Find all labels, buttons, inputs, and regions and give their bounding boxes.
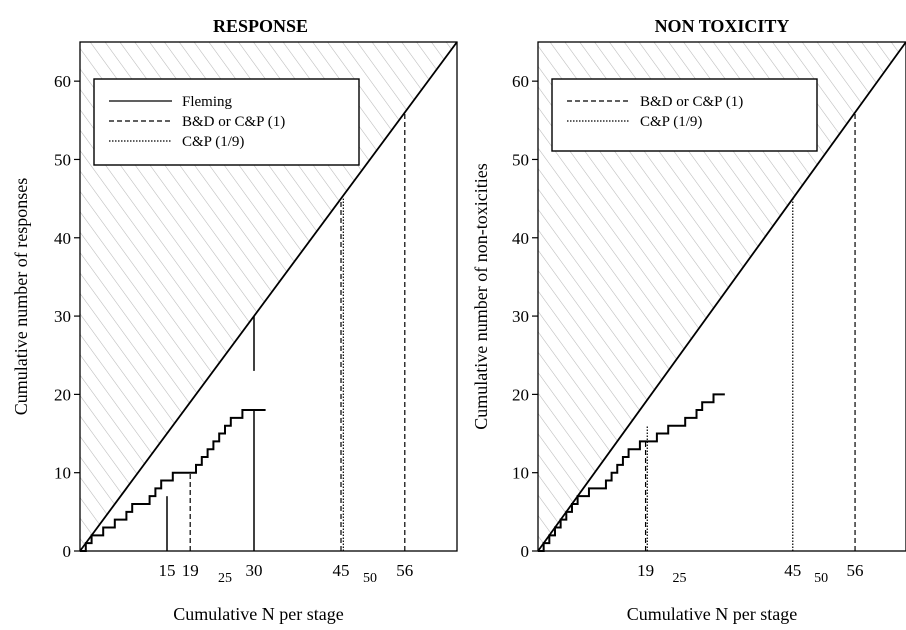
- y-tick-label: 40: [54, 229, 71, 248]
- y-tick-label: 60: [512, 72, 529, 91]
- y-tick-label: 10: [54, 464, 71, 483]
- step-curve: [80, 409, 266, 552]
- legend-label: C&P (1/9): [182, 134, 244, 150]
- x-axis-label: Cumulative N per stage: [173, 604, 343, 624]
- y-tick-label: 20: [512, 385, 529, 404]
- legend-label: Fleming: [182, 94, 233, 110]
- legend: Fleming B&D or C&P (1) C&P (1/9): [93, 78, 360, 166]
- legend-box: [93, 78, 360, 166]
- legend-label: C&P (1/9): [640, 114, 702, 130]
- x-tick-label: 45: [784, 561, 801, 580]
- y-tick-label: 20: [54, 385, 71, 404]
- y-axis-label: Cumulative number of non-toxicities: [471, 163, 491, 429]
- diagonal-line: [79, 41, 458, 552]
- chart-title: RESPONSE: [213, 16, 308, 36]
- x-tick-label: 45: [333, 561, 350, 580]
- legend-box: [551, 78, 818, 152]
- y-axis-label: Cumulative number of responses: [11, 178, 31, 415]
- y-tick-label: 50: [54, 150, 71, 169]
- chart-panel-2: NON TOXICITY 0 10 20 30 40 50 60 19 25 45 50 56 Cumul…: [471, 16, 906, 624]
- y-tick-label: 60: [54, 72, 71, 91]
- x-tick-label: 50: [363, 571, 377, 586]
- chart-title: NON TOXICITY: [655, 16, 790, 36]
- diagonal-line: [537, 41, 906, 552]
- step-curve: [538, 393, 725, 552]
- x-tick-label: 30: [246, 561, 263, 580]
- y-tick-label: 0: [521, 542, 530, 561]
- x-axis-label: Cumulative N per stage: [627, 604, 797, 624]
- y-tick-label: 40: [512, 229, 529, 248]
- legend-label: B&D or C&P (1): [640, 94, 743, 110]
- x-tick-label: 50: [814, 571, 828, 586]
- x-tick-label: 19: [637, 561, 654, 580]
- plot-frame: [79, 41, 458, 552]
- x-tick-label: 25: [673, 571, 687, 586]
- y-tick-label: 30: [512, 307, 529, 326]
- x-tick-label: 56: [396, 561, 413, 580]
- x-tick-label: 15: [159, 561, 176, 580]
- y-tick-label: 0: [63, 542, 72, 561]
- legend: B&D or C&P (1) C&P (1/9): [551, 78, 818, 152]
- y-tick-label: 10: [512, 464, 529, 483]
- x-tick-label: 56: [847, 561, 864, 580]
- y-tick-label: 30: [54, 307, 71, 326]
- plot-frame: [537, 41, 906, 552]
- x-tick-label: 19: [182, 561, 199, 580]
- y-tick-label: 50: [512, 150, 529, 169]
- chart-panel-1: RESPONSE 0 10 20 30 40 50 60 15 19 25 30 45 50 56 Cumul…: [11, 16, 458, 624]
- x-tick-label: 25: [218, 571, 232, 586]
- legend-label: B&D or C&P (1): [182, 114, 285, 130]
